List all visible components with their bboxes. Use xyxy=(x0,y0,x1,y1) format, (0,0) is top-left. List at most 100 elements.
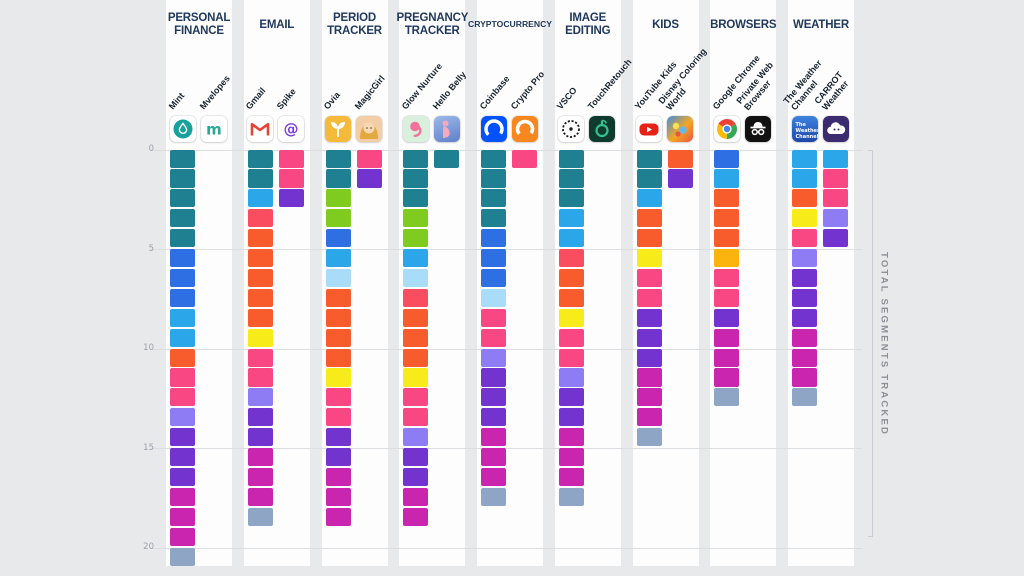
segment-square xyxy=(481,268,506,288)
category-strip: KIDS YouTube Kids Disney Coloring World xyxy=(632,0,708,566)
app-name-label: Crypto Pro xyxy=(508,69,546,112)
segment-square xyxy=(278,149,304,168)
mint-icon xyxy=(169,116,196,142)
y-tick-label: 0 xyxy=(148,144,154,154)
segment-square xyxy=(481,229,506,248)
segment-square xyxy=(325,328,351,347)
segment-square xyxy=(403,229,429,248)
segment-square xyxy=(278,189,304,208)
right-axis-label: TOTAL SEGMENTS TRACKED xyxy=(878,251,890,437)
segment-square xyxy=(636,189,662,208)
segment-square xyxy=(558,149,584,168)
segment-square xyxy=(247,388,273,407)
segment-square xyxy=(636,328,662,347)
segment-square xyxy=(636,249,662,268)
segment-square xyxy=(356,169,382,188)
segment-square xyxy=(792,268,817,288)
segment-square xyxy=(558,268,584,288)
segment-square xyxy=(481,408,506,427)
segment-square xyxy=(558,408,584,427)
segment-square xyxy=(434,149,460,168)
segment-square xyxy=(247,189,273,208)
segment-square xyxy=(636,209,662,228)
crypto-pro-icon xyxy=(511,116,538,142)
glow-nurture-icon xyxy=(402,116,429,142)
category-title: KIDS xyxy=(652,18,679,31)
segment-square xyxy=(714,328,740,347)
segment-square xyxy=(403,467,429,487)
segment-square xyxy=(170,527,195,546)
segment-square xyxy=(403,268,429,288)
segment-square xyxy=(325,467,351,487)
segment-square xyxy=(247,229,273,248)
segment-square xyxy=(481,487,506,506)
segment-square xyxy=(170,229,195,248)
segment-square xyxy=(481,428,506,447)
segment-square xyxy=(325,368,351,387)
segment-square xyxy=(356,149,382,168)
segment-square xyxy=(325,348,351,367)
mvelopes-icon: m xyxy=(200,116,227,142)
segment-square xyxy=(325,209,351,228)
segment-square xyxy=(247,348,273,367)
segment-square xyxy=(636,149,662,168)
segment-square xyxy=(403,348,429,367)
segment-square xyxy=(403,507,429,526)
segment-square xyxy=(247,288,273,307)
segment-square xyxy=(170,149,195,168)
category-strip: IMAGE EDITING VSCO TouchRetouch xyxy=(554,0,634,566)
category-strip: CRYPTOCURRENCY Coinbase Crypto Pro xyxy=(468,0,552,566)
segment-square xyxy=(714,308,740,327)
segment-square xyxy=(558,448,584,467)
svg-text:The: The xyxy=(795,122,806,128)
app-name-label: MagicGirl xyxy=(352,73,387,112)
segment-square xyxy=(636,408,662,427)
segment-square xyxy=(667,169,693,188)
segment-square xyxy=(823,149,848,168)
category-title: PERSONAL FINANCE xyxy=(167,12,231,37)
segment-square xyxy=(325,388,351,407)
segment-square xyxy=(403,249,429,268)
segment-square xyxy=(823,189,848,208)
segment-square xyxy=(325,189,351,208)
app-name-label: Gmail xyxy=(244,85,268,112)
segment-square xyxy=(403,368,429,387)
segment-square xyxy=(792,328,817,347)
category-title: IMAGE EDITING xyxy=(565,12,611,37)
segment-square xyxy=(714,388,740,407)
segment-square xyxy=(823,169,848,188)
disney-coloring-world-icon xyxy=(667,116,693,142)
segment-square xyxy=(481,189,506,208)
segment-square xyxy=(558,229,584,248)
segment-square xyxy=(325,507,351,526)
hello-belly-icon xyxy=(433,116,460,142)
segment-square xyxy=(403,428,429,447)
segment-square xyxy=(636,388,662,407)
segment-square xyxy=(667,149,693,168)
segment-square xyxy=(636,428,662,447)
segment-square xyxy=(792,388,817,407)
segment-square xyxy=(714,149,740,168)
segment-square xyxy=(792,368,817,387)
segment-square xyxy=(823,209,848,228)
segment-square xyxy=(403,288,429,307)
segment-square xyxy=(325,268,351,288)
segment-square xyxy=(558,467,584,487)
segment-square xyxy=(636,308,662,327)
segment-square xyxy=(170,467,195,487)
segment-square xyxy=(247,328,273,347)
y-tick-label: 5 xyxy=(148,243,154,254)
spike-icon: @ xyxy=(278,116,305,142)
segment-square xyxy=(636,229,662,248)
segment-square xyxy=(481,328,506,347)
vsco-icon xyxy=(558,116,585,142)
app-name-label: Spike xyxy=(275,86,299,112)
segment-square xyxy=(247,268,273,288)
segment-square xyxy=(636,368,662,387)
category-title: WEATHER xyxy=(793,18,849,31)
category-strip: BROWSERS Google Chrome Private Web Browser xyxy=(710,0,777,566)
segment-square xyxy=(325,308,351,327)
segment-square xyxy=(823,229,848,248)
segment-square xyxy=(403,308,429,327)
segment-square xyxy=(714,169,740,188)
